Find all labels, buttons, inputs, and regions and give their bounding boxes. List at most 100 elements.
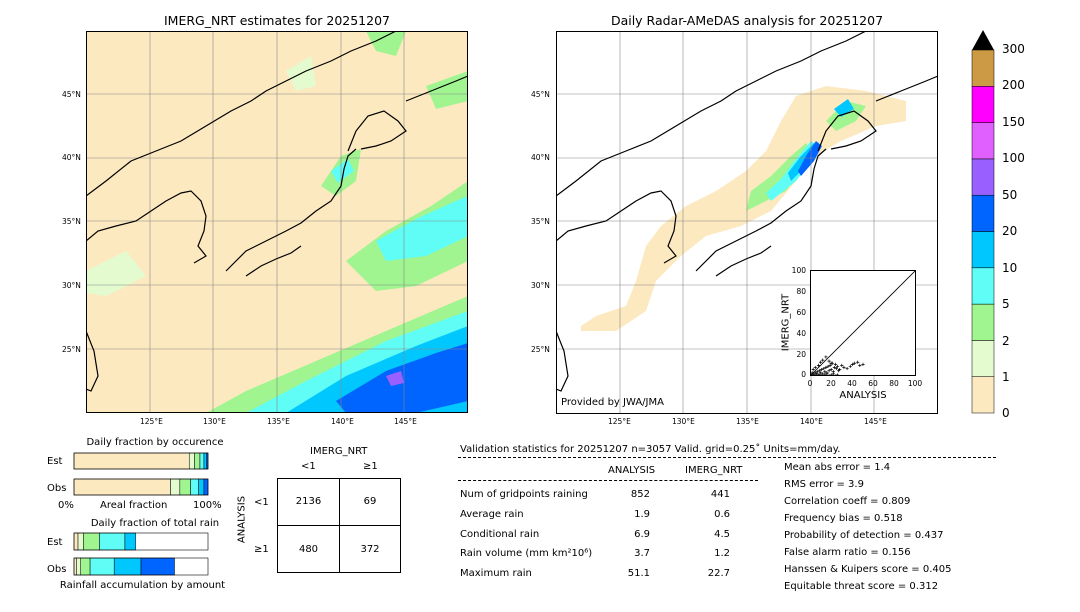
scatter-diagonal <box>810 270 916 376</box>
scatter-ytick: 60 <box>796 308 806 317</box>
right-lon-label: 125°E <box>608 417 631 426</box>
scatter-point <box>823 370 827 374</box>
scatter-ytick: 80 <box>796 287 806 296</box>
stat-label: Rain volume (mm km²10⁶) <box>460 548 593 559</box>
contingency-cell: 69 <box>363 496 377 507</box>
occurrence-bar-segment <box>203 478 209 496</box>
scatter-point <box>820 374 824 376</box>
colorbar-segment <box>971 376 995 414</box>
right-map-title: Daily Radar-AMeDAS analysis for 20251207 <box>610 13 884 28</box>
right-lon-label: 145°E <box>864 417 887 426</box>
scatter-ytick: 40 <box>796 329 806 338</box>
left-map-title: IMERG_NRT estimates for 20251207 <box>163 13 390 28</box>
colorbar <box>971 30 995 414</box>
scatter-point <box>816 363 821 367</box>
scatter-point <box>823 373 827 376</box>
left-lon-label: 140°E <box>331 417 354 426</box>
colorbar-label: 200 <box>1002 78 1025 92</box>
left-lat-label: 40°N <box>62 153 81 162</box>
scatter-point <box>821 358 825 362</box>
scatter-point <box>813 365 817 370</box>
total-rain-bar-segment <box>80 557 91 576</box>
left-lon-label: 125°E <box>140 417 163 426</box>
left-lon-label: 135°E <box>267 417 290 426</box>
occurrence-title: Daily fraction by occurence <box>86 437 224 448</box>
occurrence-row-label: Est <box>47 456 63 467</box>
left-lon-label: 130°E <box>203 417 226 426</box>
colorbar-label: 100 <box>1002 151 1025 165</box>
scatter-point <box>814 374 818 376</box>
right-lon-label: 140°E <box>800 417 823 426</box>
colorbar-segment <box>971 267 995 305</box>
scatter-xtick: 100 <box>907 379 923 388</box>
stat-analysis: 852 <box>630 489 650 500</box>
total-rain-bar-segment <box>113 557 142 576</box>
colorbar-label: 20 <box>1002 224 1018 238</box>
right-lat-label: 35°N <box>531 217 550 226</box>
scatter-point <box>817 369 822 373</box>
scatter-point <box>819 371 823 375</box>
right-lat-label: 30°N <box>531 281 550 290</box>
occurrence-bar-segment <box>179 478 191 496</box>
right-lat-label: 40°N <box>531 153 550 162</box>
scatter-point <box>824 365 828 370</box>
right-lat-label: 45°N <box>531 90 550 99</box>
contingency-row-label: ≥1 <box>254 544 269 555</box>
total-rain-bar-segment <box>76 557 81 576</box>
colorbar-segment <box>971 158 995 196</box>
scatter-xlabel: ANALYSIS <box>839 390 887 401</box>
colorbar-label: 5 <box>1002 297 1010 311</box>
score-line: Equitable threat score = 0.312 <box>784 581 939 592</box>
stat-imerg: 0.6 <box>714 509 730 520</box>
colorbar-label: 150 <box>1002 115 1025 129</box>
stat-label: Num of gridpoints raining <box>460 489 588 500</box>
total-rain-bar-segment <box>140 557 175 576</box>
score-line: Hanssen & Kuipers score = 0.405 <box>784 564 952 575</box>
total-rain-chart <box>73 532 209 576</box>
scatter-ytick: 100 <box>791 266 806 275</box>
scatter-point <box>858 363 862 367</box>
contingency-cell: 480 <box>298 544 319 555</box>
left-lat-label: 45°N <box>62 90 81 99</box>
scatter-xtick: 40 <box>847 379 857 388</box>
scatter-point <box>829 361 833 365</box>
total-rain-bar-segment <box>99 532 126 551</box>
radar-credit: Provided by JWA/JMA <box>561 397 664 408</box>
scatter-plot <box>810 270 916 376</box>
scatter-point <box>827 369 831 373</box>
contingency-row-title: ANALYSIS <box>236 495 248 544</box>
score-line: Correlation coeff = 0.809 <box>784 496 911 507</box>
occurrence-bar-segment <box>194 452 201 470</box>
contingency-row-label: <1 <box>254 497 269 508</box>
occurrence-bar-segment-frame <box>73 452 209 470</box>
left-lat-label: 35°N <box>62 217 81 226</box>
scatter-xtick: 0 <box>807 379 813 388</box>
occurrence-bar-segment <box>73 478 171 496</box>
scatter-point <box>829 373 833 376</box>
left-lat-label: 25°N <box>62 345 81 354</box>
scatter-point <box>819 360 823 364</box>
scatter-point <box>852 361 857 365</box>
scatter-point <box>821 372 825 376</box>
right-lat-label: 25°N <box>531 345 550 354</box>
colorbar-label: 50 <box>1002 188 1018 202</box>
scatter-point <box>832 365 836 370</box>
contingency-col-title: IMERG_NRT <box>310 446 368 457</box>
stat-label: Average rain <box>460 509 524 520</box>
right-map <box>556 31 938 414</box>
occurrence-bar-segment <box>190 478 199 496</box>
validation-divider <box>458 457 996 458</box>
total-rain-axis-label: Rainfall accumulation by amount <box>59 580 226 591</box>
occurrence-bar-segment <box>73 452 190 470</box>
score-line: False alarm ratio = 0.156 <box>784 547 911 558</box>
total-rain-bar-segment <box>73 532 79 551</box>
scatter-point <box>822 366 826 371</box>
colorbar-segment <box>971 340 995 377</box>
total-rain-row-label: Est <box>47 537 63 548</box>
occurrence-bar-segment <box>188 452 195 470</box>
score-line: Frequency bias = 0.518 <box>784 513 903 524</box>
scatter-xtick: 80 <box>889 379 899 388</box>
contingency-cell: 2136 <box>295 496 322 507</box>
occurrence-axis-right: 100% <box>193 500 222 511</box>
scatter-point <box>845 366 849 371</box>
